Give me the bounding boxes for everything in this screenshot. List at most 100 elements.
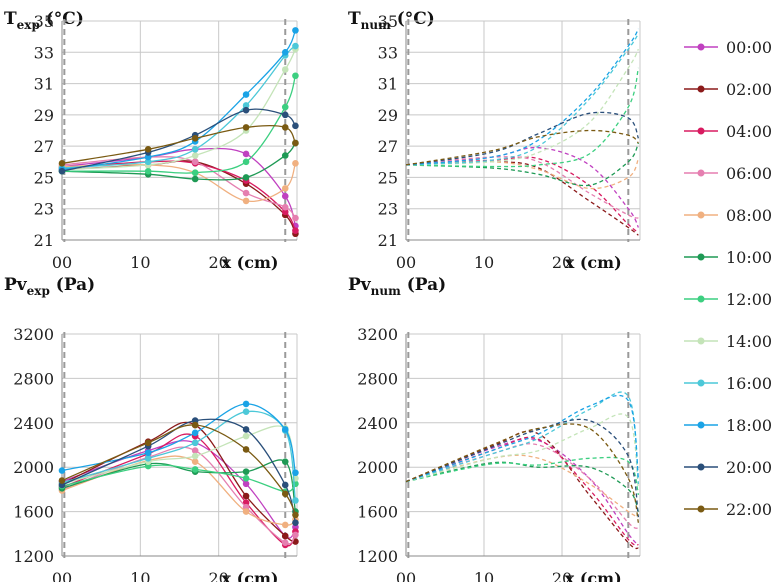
- data-point: [191, 152, 199, 159]
- chart-title-main: Pv: [4, 275, 28, 295]
- chart-title-main: Pv: [348, 275, 372, 295]
- y-tick-label: 33: [378, 43, 398, 62]
- data-point: [191, 466, 199, 473]
- data-point: [281, 521, 289, 529]
- data-point: [292, 469, 299, 477]
- data-point: [281, 111, 289, 119]
- y-tick-label: 2800: [13, 369, 54, 388]
- series-line: [405, 111, 640, 166]
- y-tick-label: 1200: [357, 547, 398, 566]
- data-point: [281, 203, 289, 211]
- legend-marker: [697, 211, 705, 219]
- data-point: [242, 197, 250, 205]
- data-point: [191, 421, 199, 429]
- data-point: [191, 158, 199, 166]
- data-point: [242, 468, 250, 475]
- x-axis-label: x (cm): [222, 253, 279, 272]
- data-point: [242, 158, 250, 166]
- data-point: [144, 449, 152, 457]
- data-point: [292, 497, 299, 504]
- data-point: [292, 511, 299, 519]
- chart-title-unit: (Pa): [401, 275, 446, 295]
- legend-marker: [697, 253, 705, 261]
- data-point: [242, 124, 250, 131]
- legend-marker: [697, 463, 705, 471]
- series-line: [405, 418, 640, 518]
- data-point: [58, 160, 66, 167]
- legend-item: 12:00: [684, 290, 772, 309]
- legend-marker: [697, 169, 705, 177]
- series-line: [405, 48, 639, 166]
- data-point: [281, 124, 289, 131]
- y-tick-label: 1200: [13, 547, 54, 566]
- series-line: [405, 438, 639, 546]
- x-tick-label: 10: [130, 569, 150, 582]
- x-tick-label: 20: [208, 569, 228, 582]
- legend-item: 08:00: [684, 206, 772, 225]
- series-line: [405, 430, 639, 550]
- series-line: [405, 28, 639, 166]
- data-point: [242, 91, 250, 98]
- chart-title-sub: num: [371, 284, 401, 298]
- data-point: [292, 122, 299, 130]
- series-line: [61, 410, 297, 501]
- legend-marker: [697, 379, 705, 387]
- y-tick-label: 21: [34, 231, 54, 250]
- data-point: [144, 455, 152, 462]
- series-line: [405, 129, 639, 166]
- y-tick-label: 27: [378, 137, 398, 156]
- data-point: [242, 426, 250, 433]
- data-point: [281, 481, 289, 489]
- data-point: [292, 214, 299, 222]
- x-axis-label: x (cm): [565, 569, 622, 582]
- y-tick-label: 2000: [357, 458, 398, 477]
- legend-marker: [697, 85, 705, 93]
- x-tick-label: 20: [552, 569, 572, 582]
- data-point: [191, 452, 199, 460]
- data-point: [281, 192, 289, 200]
- y-tick-label: 29: [34, 106, 54, 125]
- x-tick-label: 00: [396, 253, 416, 272]
- data-point: [191, 145, 199, 153]
- data-point: [281, 539, 289, 546]
- data-point: [144, 439, 152, 447]
- series-line: [405, 142, 639, 187]
- y-tick-label: 21: [378, 231, 398, 250]
- data-point: [144, 145, 152, 153]
- data-point: [242, 106, 250, 114]
- chart-title: Texp (°C): [4, 9, 84, 32]
- data-point: [242, 508, 250, 515]
- data-point: [292, 531, 299, 539]
- series-line: [405, 443, 639, 529]
- legend-label: 00:00: [726, 38, 772, 57]
- chart-title-unit: (Pa): [50, 275, 95, 295]
- data-point: [281, 48, 289, 56]
- legend-label: 10:00: [726, 248, 772, 267]
- data-point: [191, 439, 199, 447]
- series-line: [61, 421, 296, 543]
- legend-item: 16:00: [684, 374, 772, 393]
- data-point: [281, 152, 289, 159]
- data-point: [292, 160, 299, 167]
- chart-title-unit: (°C): [391, 9, 435, 29]
- legend-item: 20:00: [684, 458, 772, 477]
- series-line: [61, 440, 296, 539]
- chart-panel-1: Texp (°C) 21 23 25 27 29 31 33 35 00 10 20x (cm): [4, 9, 299, 272]
- series-line: [61, 433, 296, 547]
- data-point: [191, 458, 199, 465]
- chart-title-sub: exp: [27, 284, 50, 298]
- series-line: [405, 413, 640, 490]
- chart-panel-3: Pvexp (Pa) 1200 1600 2000 2400 2800 3200 00 10 20…: [4, 275, 299, 582]
- y-tick-label: 27: [34, 137, 54, 156]
- series-line: [405, 423, 640, 523]
- y-tick-label: 25: [378, 168, 398, 187]
- legend-marker: [697, 43, 705, 51]
- x-tick-label: 20: [208, 253, 228, 272]
- legend-label: 02:00: [726, 80, 772, 99]
- legend-marker: [697, 127, 705, 135]
- series-line: [61, 75, 297, 174]
- y-tick-label: 23: [34, 200, 54, 219]
- data-point: [281, 66, 289, 73]
- data-point: [191, 447, 199, 454]
- series-line: [405, 454, 639, 518]
